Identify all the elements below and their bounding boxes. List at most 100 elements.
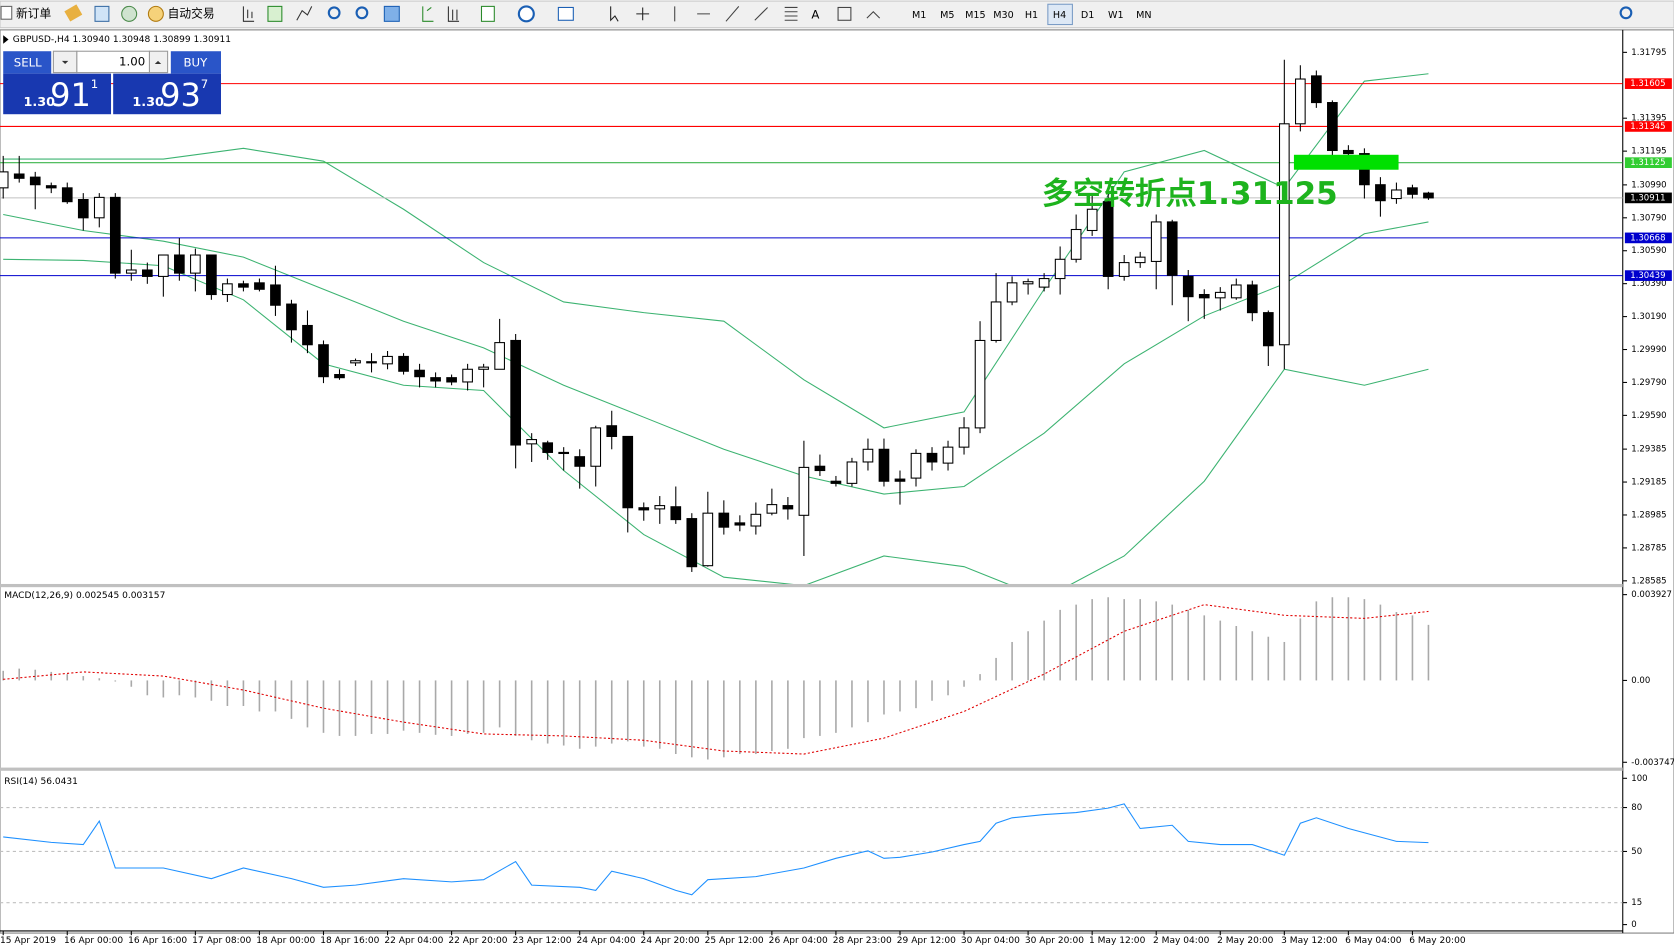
icon[interactable] <box>422 6 434 22</box>
zoom-in[interactable] <box>327 6 341 20</box>
y-tick-label: 0.00 <box>1631 676 1650 686</box>
search[interactable] <box>1619 6 1633 20</box>
candle-body <box>814 465 826 472</box>
arrow-tool[interactable] <box>866 10 881 19</box>
candle-body <box>222 283 233 296</box>
icon[interactable] <box>94 5 110 22</box>
x-tick-label: 30 Apr 04:00 <box>961 936 1020 946</box>
lots-value[interactable]: 1.00 <box>119 54 145 68</box>
timeframe[interactable]: M15 <box>965 10 986 21</box>
candle-body <box>478 366 489 370</box>
auto-trading-icon[interactable] <box>147 5 164 22</box>
timeframe[interactable]: MN <box>1136 10 1151 21</box>
candle-body <box>1038 278 1050 288</box>
candle-body <box>1006 282 1018 303</box>
ask-fraction[interactable]: 7 <box>201 77 208 91</box>
zoom-out[interactable] <box>355 6 369 20</box>
candle-body <box>61 187 73 203</box>
toolbar: 新订单 自动交易 A M1 M5 M15 M30 H1 H4 D1 W1 MN <box>0 0 1674 29</box>
bid-pips[interactable]: 91 <box>50 76 91 114</box>
x-tick-label: 26 Apr 04:00 <box>769 936 828 946</box>
buy-label[interactable]: BUY <box>183 55 208 69</box>
buy-button[interactable] <box>170 51 221 74</box>
icon[interactable] <box>383 5 400 22</box>
ask-box[interactable] <box>113 73 221 115</box>
icon[interactable] <box>517 5 535 23</box>
candle-body <box>510 339 521 446</box>
timeframe[interactable]: H4 <box>1053 10 1066 21</box>
candle-body <box>174 254 185 274</box>
price-pane <box>0 59 1623 584</box>
candle-body <box>141 269 153 277</box>
bid-base[interactable]: 1.30 <box>23 95 55 110</box>
candle-body <box>1022 281 1034 285</box>
bid-box[interactable] <box>3 73 112 115</box>
candle-body <box>974 339 986 429</box>
macd-title: MACD(12,26,9) 0.002545 0.003157 <box>4 591 165 601</box>
timeframe[interactable]: M30 <box>993 10 1014 21</box>
y-tick-label: -0.003747 <box>1631 758 1674 768</box>
trade-panel: SELL 1.00 BUY 1.30 91 1 1.30 93 7 <box>3 50 221 115</box>
candle-body <box>1423 192 1434 199</box>
candle-body <box>1262 312 1274 347</box>
x-tick-label: 6 May 04:00 <box>1345 936 1402 946</box>
candle-body <box>1198 293 1210 299</box>
candle-body <box>77 199 89 219</box>
sell-button[interactable] <box>3 51 52 74</box>
candle-body <box>526 439 538 445</box>
timeframe[interactable]: M1 <box>912 10 926 21</box>
price-level-label: 1.31345 <box>1630 122 1665 132</box>
timeframe[interactable]: M5 <box>940 10 954 21</box>
candle-body <box>318 344 329 378</box>
icon[interactable] <box>121 5 138 22</box>
icon[interactable] <box>267 5 283 22</box>
y-tick-label: 50 <box>1631 847 1642 857</box>
icon[interactable] <box>64 4 83 22</box>
candle-body <box>238 283 249 288</box>
text-tool[interactable]: A <box>811 7 819 21</box>
candle-body <box>254 282 265 290</box>
candle-body <box>622 435 634 509</box>
bid-fraction[interactable]: 1 <box>91 77 98 91</box>
y-tick-label: 1.29590 <box>1631 411 1666 421</box>
crosshair[interactable] <box>636 7 650 21</box>
y-tick-label: 1.29990 <box>1631 345 1666 355</box>
ask-pips[interactable]: 93 <box>160 76 201 114</box>
x-tick-label: 15 Apr 2019 <box>0 936 56 946</box>
ask-base[interactable]: 1.30 <box>132 95 164 110</box>
candle-body <box>1327 102 1338 152</box>
candle-body <box>29 176 41 186</box>
draw-tools[interactable] <box>674 6 798 22</box>
x-tick-label: 23 Apr 12:00 <box>512 936 571 946</box>
new-order-icon[interactable] <box>0 5 13 20</box>
pane-separator <box>0 583 1623 588</box>
icon[interactable] <box>557 6 574 21</box>
new-order[interactable]: 新订单 <box>16 6 51 20</box>
cursor[interactable] <box>610 6 619 22</box>
candle-body <box>270 284 281 306</box>
timeframe[interactable]: W1 <box>1108 10 1124 21</box>
icon[interactable] <box>242 6 255 22</box>
price-level-box <box>1624 78 1672 89</box>
timeframe[interactable]: H1 <box>1025 10 1038 21</box>
timeframe[interactable]: D1 <box>1081 10 1095 21</box>
rsi-line <box>3 803 1429 896</box>
x-tick-label: 22 Apr 20:00 <box>448 936 507 946</box>
x-tick-label: 3 May 12:00 <box>1281 936 1338 946</box>
candle-body <box>446 377 457 383</box>
candle-body <box>382 355 393 365</box>
sell-label[interactable]: SELL <box>14 55 42 69</box>
icon[interactable] <box>447 6 460 22</box>
price-level-label: 1.30911 <box>1630 193 1665 203</box>
label-tool[interactable] <box>837 6 852 21</box>
icon[interactable] <box>296 6 313 21</box>
candle-body <box>766 504 778 514</box>
price-level-box <box>1624 121 1672 132</box>
icon[interactable] <box>480 5 495 22</box>
y-tick-label: 1.30590 <box>1631 246 1666 256</box>
candle-body <box>158 254 169 277</box>
x-tick-label: 28 Apr 23:00 <box>833 936 892 946</box>
candle-body <box>638 507 650 511</box>
auto-trading[interactable]: 自动交易 <box>168 6 215 20</box>
